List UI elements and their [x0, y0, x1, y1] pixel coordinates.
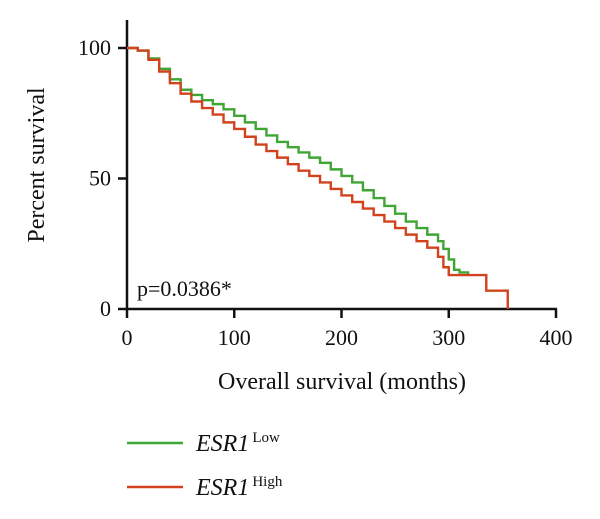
legend-label: ESR1 Low	[195, 430, 280, 457]
x-tick-label: 400	[540, 325, 573, 350]
p-value-annotation: p=0.0386*	[137, 276, 232, 301]
x-axis-title: Overall survival (months)	[218, 369, 466, 395]
x-tick-label: 200	[325, 325, 358, 350]
axes: 0 50 100 0 100 200 300 400	[78, 20, 573, 350]
x-tick-label: 300	[432, 325, 465, 350]
series-layer	[127, 46, 509, 309]
series-line-low	[127, 46, 470, 276]
x-ticks: 0 100 200 300 400	[122, 309, 573, 350]
x-tick-label: 100	[218, 325, 251, 350]
y-axis-title: Percent survival	[24, 87, 50, 243]
x-tick-label: 0	[122, 325, 133, 350]
y-ticks: 0 50 100	[78, 35, 127, 321]
legend: ESR1 Low ESR1 High	[127, 430, 283, 501]
legend-label: ESR1 High	[195, 474, 283, 501]
y-tick-label: 100	[78, 35, 111, 60]
series-line-high	[127, 46, 509, 309]
y-tick-label: 50	[89, 166, 111, 191]
y-tick-label: 0	[100, 296, 111, 321]
